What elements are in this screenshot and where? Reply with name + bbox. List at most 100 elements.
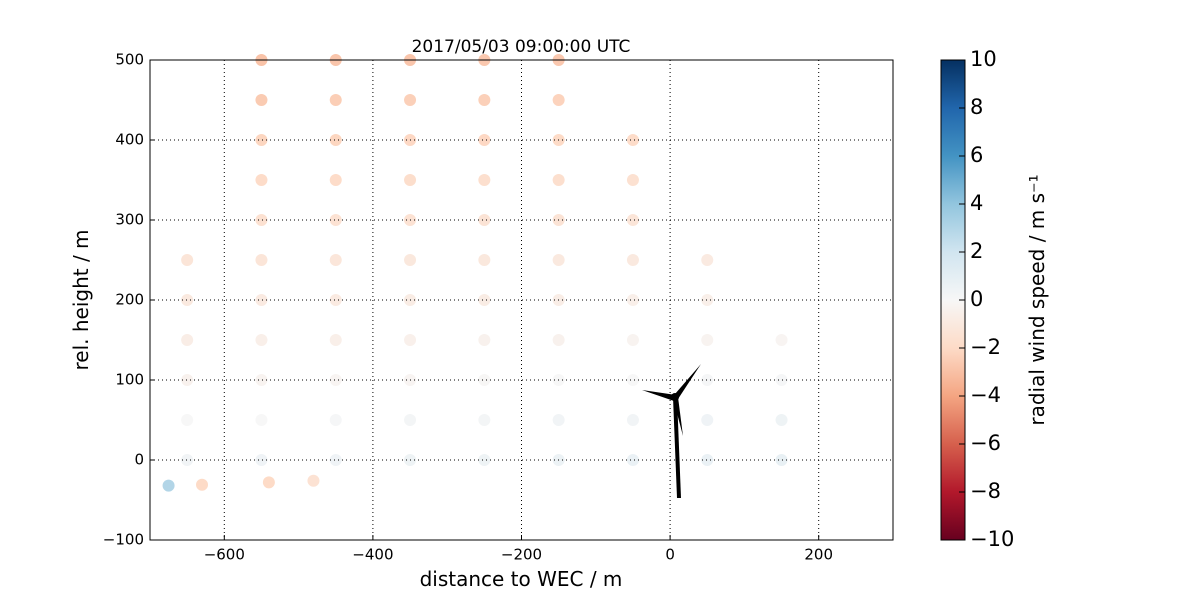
y-tick-label: 400 (115, 131, 144, 149)
y-tick-label: −100 (103, 531, 144, 549)
x-tick-label: 200 (804, 546, 833, 564)
scatter-point (307, 474, 320, 487)
scatter-point (181, 414, 194, 426)
scatter-point (478, 134, 491, 146)
turbine-blade (673, 397, 683, 436)
scatter-point (255, 414, 268, 426)
scatter-point (255, 454, 268, 466)
scatter-point (329, 94, 342, 106)
colorbar-tick-label: 2 (970, 239, 983, 263)
turbine-blade (675, 364, 701, 399)
colorbar-tick-label: −2 (970, 335, 1001, 359)
scatter-point (255, 374, 268, 386)
scatter-point (262, 476, 275, 489)
scatter-point (329, 254, 342, 266)
scatter-point (701, 294, 714, 306)
scatter-point (701, 334, 714, 346)
colorbar-tick-label: 4 (970, 191, 983, 215)
wind-turbine-icon (642, 364, 701, 498)
scatter-point (404, 334, 417, 346)
grid (150, 59, 893, 541)
scatter-point (181, 294, 194, 306)
scatter-point (181, 374, 194, 386)
scatter-point (626, 294, 639, 306)
scatter-points (162, 54, 788, 492)
scatter-point (626, 374, 639, 386)
colorbar-tick-label: 10 (970, 47, 997, 71)
scatter-point (255, 254, 268, 266)
scatter-point (552, 414, 565, 426)
scatter-point (255, 214, 268, 226)
scatter-point (478, 294, 491, 306)
colorbar-tick-label: −8 (970, 479, 1001, 503)
scatter-point (775, 334, 788, 346)
scatter-point (181, 454, 194, 466)
scatter-point (626, 214, 639, 226)
scatter-point (329, 174, 342, 186)
x-tick-label: −200 (501, 546, 542, 564)
y-tick-label: 100 (115, 371, 144, 389)
scatter-point (626, 134, 639, 146)
scatter-point (478, 454, 491, 466)
x-tick-label: −600 (204, 546, 245, 564)
scatter-point (626, 414, 639, 426)
y-tick-label: 300 (115, 211, 144, 229)
scatter-point (478, 214, 491, 226)
colorbar-label: radial wind speed / m s⁻¹ (1025, 174, 1049, 425)
turbine-tower (673, 397, 681, 498)
scatter-point (478, 374, 491, 386)
scatter-point (329, 414, 342, 426)
scatter-point (775, 414, 788, 426)
scatter-point (255, 174, 268, 186)
scatter-point (626, 334, 639, 346)
colorbar-tick-label: 0 (970, 287, 983, 311)
scatter-point (626, 174, 639, 186)
scatter-point (701, 374, 714, 386)
y-tick-label: 500 (115, 51, 144, 69)
x-tick-label: −400 (352, 546, 393, 564)
scatter-point (552, 174, 565, 186)
colorbar-tick-label: −6 (970, 431, 1001, 455)
scatter-point (255, 134, 268, 146)
colorbar-tick-label: −4 (970, 383, 1001, 407)
scatter-point (329, 334, 342, 346)
scatter-point (478, 94, 491, 106)
colorbar-tick-label: 6 (970, 143, 983, 167)
chart-title: 2017/05/03 09:00:00 UTC (412, 37, 631, 57)
scatter-point (329, 134, 342, 146)
scatter-point (329, 294, 342, 306)
scatter-point (626, 254, 639, 266)
scatter-point (775, 454, 788, 466)
scatter-point (181, 334, 194, 346)
scatter-point (478, 174, 491, 186)
scatter-point (552, 254, 565, 266)
turbine-hub (671, 393, 679, 401)
scatter-point (255, 94, 268, 106)
scatter-point (701, 414, 714, 426)
scatter-point (404, 414, 417, 426)
scatter-point (478, 254, 491, 266)
scatter-point (701, 254, 714, 266)
scatter-point (255, 334, 268, 346)
scatter-point (255, 294, 268, 306)
scatter-point (404, 94, 417, 106)
x-axis-label: distance to WEC / m (420, 567, 623, 591)
colorbar-tick-label: 8 (970, 95, 983, 119)
y-tick-label: 200 (115, 291, 144, 309)
scatter-point (404, 174, 417, 186)
scatter-point (329, 374, 342, 386)
scatter-point (775, 374, 788, 386)
scatter-point (552, 94, 565, 106)
scatter-point (196, 478, 209, 491)
scatter-point (329, 454, 342, 466)
scatter-point (478, 414, 491, 426)
colorbar-tick-label: −10 (970, 527, 1014, 551)
scatter-point (552, 334, 565, 346)
scatter-point (478, 334, 491, 346)
scatter-point (162, 479, 175, 492)
scatter-point (701, 454, 714, 466)
scatter-point (404, 254, 417, 266)
turbine-blade (642, 390, 676, 401)
x-tick-label: 0 (665, 546, 675, 564)
